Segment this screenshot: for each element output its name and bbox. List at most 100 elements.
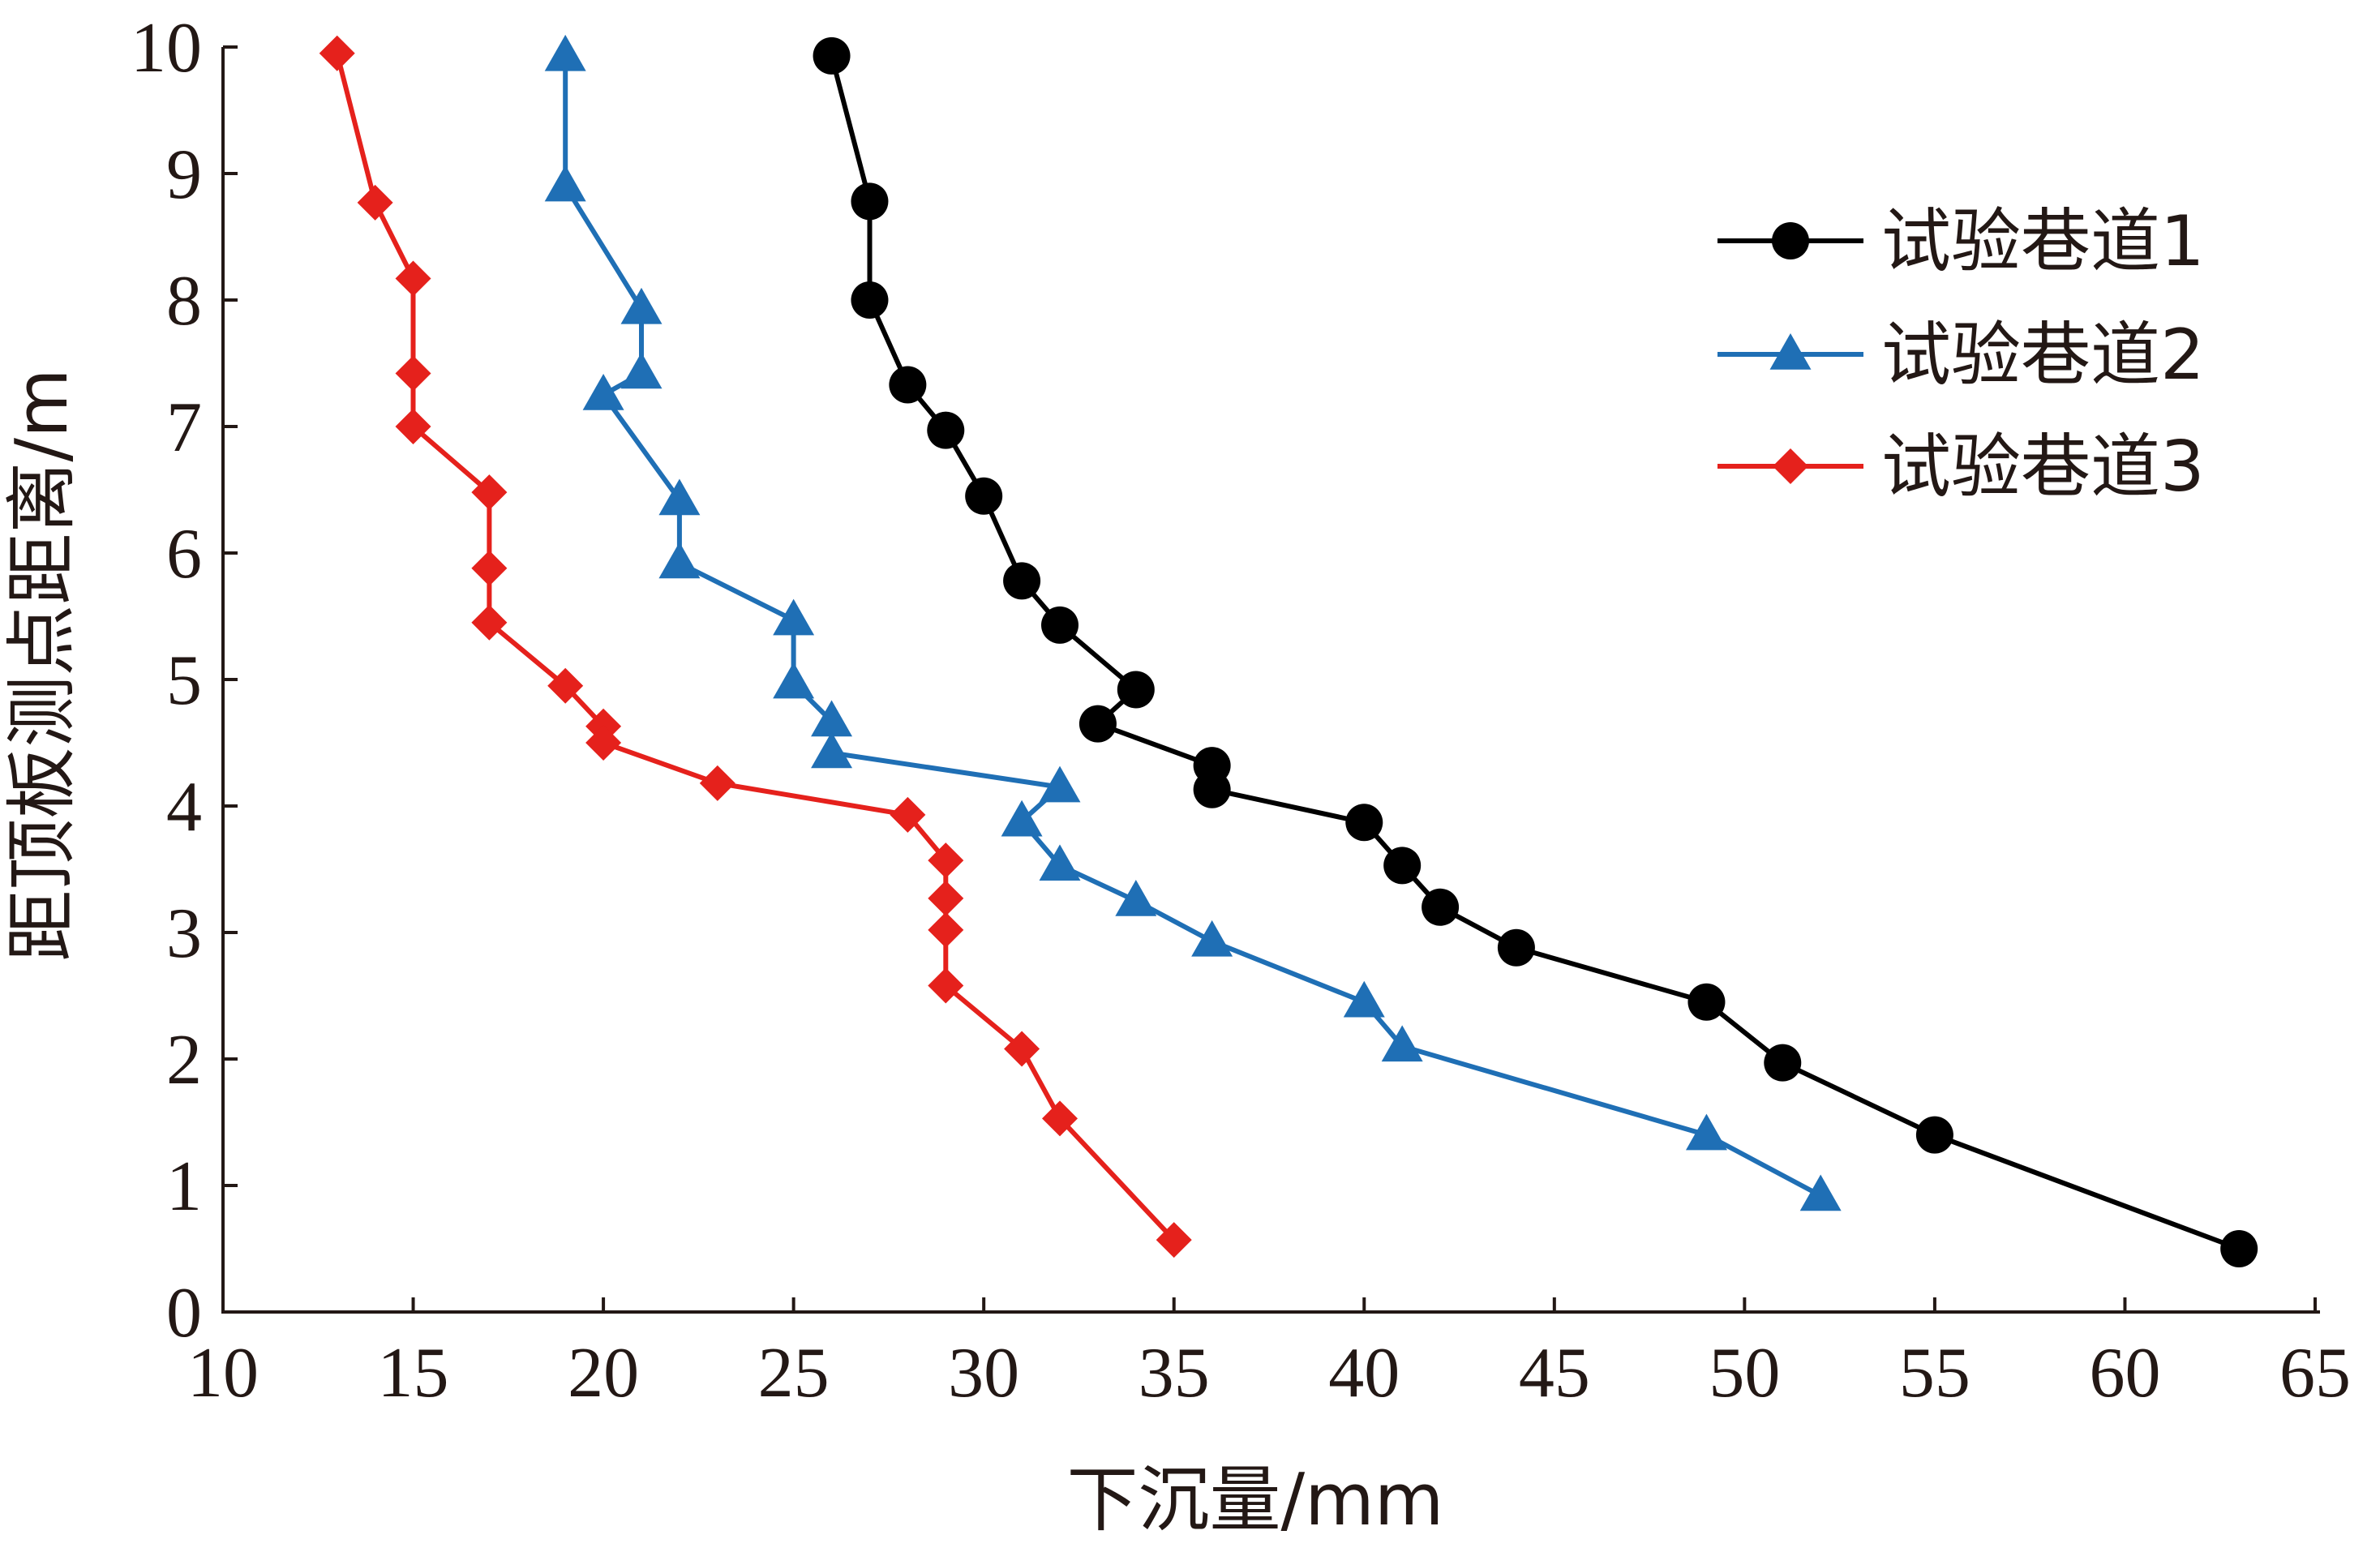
data-point (471, 550, 508, 586)
data-point (928, 880, 964, 916)
data-point (1383, 847, 1422, 885)
series-layer (319, 34, 2258, 1267)
legend-item-1: 试验巷道1 (1717, 201, 2205, 282)
data-point (1497, 928, 1535, 967)
data-point (851, 281, 889, 319)
data-point (1079, 705, 1117, 743)
x-tick-label: 35 (1139, 1334, 1210, 1413)
data-point (813, 36, 851, 75)
y-tick-label: 8 (166, 262, 202, 341)
y-tick-label: 9 (166, 135, 202, 214)
data-point (1764, 1044, 1802, 1082)
legend-label: 试验巷道1 (1881, 201, 2205, 282)
data-point (357, 184, 393, 221)
data-point (544, 34, 586, 71)
data-point (1039, 765, 1081, 803)
legend-label: 试验巷道3 (1881, 427, 2205, 508)
data-point (928, 842, 964, 879)
series-line (334, 53, 1176, 1242)
x-tick-label: 55 (1899, 1334, 1970, 1413)
data-point (1799, 1174, 1842, 1211)
data-point (1687, 983, 1726, 1021)
data-point (811, 700, 853, 737)
series-line (563, 55, 1822, 1198)
data-point (658, 478, 701, 516)
legend-item-2: 试验巷道2 (1717, 315, 2205, 396)
y-tick-label: 5 (166, 641, 202, 720)
series-2 (544, 34, 1842, 1211)
data-point (1773, 448, 1808, 484)
data-point (928, 911, 964, 948)
data-point (1001, 800, 1043, 837)
data-point (1422, 888, 1460, 926)
y-tick-label: 1 (166, 1147, 202, 1226)
data-point (620, 352, 663, 389)
data-point (811, 731, 853, 769)
data-point (1115, 880, 1157, 916)
data-point (889, 366, 927, 404)
y-tick-label: 0 (166, 1274, 202, 1353)
data-point (927, 411, 965, 449)
data-point (928, 967, 964, 1004)
series-3 (319, 35, 1192, 1258)
x-tick-label: 60 (2089, 1334, 2160, 1413)
data-point (1381, 1025, 1423, 1062)
x-tick-label: 65 (2279, 1334, 2351, 1413)
data-point (658, 542, 701, 579)
data-point (851, 182, 889, 221)
data-point (1769, 333, 1812, 370)
x-tick-label: 15 (378, 1334, 449, 1413)
data-point (1685, 1113, 1727, 1151)
x-tick-label: 50 (1709, 1334, 1780, 1413)
data-point (965, 477, 1003, 515)
data-point (471, 474, 508, 511)
data-point (1039, 844, 1081, 881)
data-point (1042, 1100, 1078, 1137)
y-tick-label: 3 (166, 894, 202, 973)
y-axis-title: 距顶板测点距离/m (0, 368, 84, 961)
data-point (395, 260, 431, 297)
data-point (319, 35, 355, 71)
data-point (547, 667, 584, 704)
data-point (582, 374, 624, 410)
data-point (620, 287, 663, 324)
legend: 试验巷道1 试验巷道2 试验巷道3 (1717, 201, 2205, 508)
data-point (1156, 1222, 1192, 1258)
data-point (1117, 671, 1155, 709)
data-point (773, 598, 815, 636)
data-point (2220, 1230, 2258, 1267)
data-point (890, 796, 926, 833)
x-tick-label: 25 (758, 1334, 830, 1413)
data-point (544, 165, 586, 202)
y-tick-label: 6 (166, 515, 202, 594)
y-tick-label: 10 (131, 9, 202, 88)
data-point (1772, 222, 1809, 259)
data-point (1915, 1116, 1953, 1154)
data-point (1193, 770, 1231, 808)
x-tick-label: 40 (1328, 1334, 1400, 1413)
data-point (395, 409, 431, 444)
data-point (773, 662, 815, 699)
x-tick-label: 20 (568, 1334, 639, 1413)
x-tick-label: 45 (1519, 1334, 1590, 1413)
x-tick-label: 30 (948, 1334, 1019, 1413)
y-tick-label: 4 (166, 768, 202, 847)
series-1 (813, 36, 2258, 1267)
x-tick-label: 10 (187, 1334, 259, 1413)
legend-label: 试验巷道2 (1881, 315, 2205, 396)
data-point (1003, 562, 1041, 600)
data-point (1345, 804, 1383, 842)
data-point (1191, 920, 1233, 957)
data-point (585, 725, 622, 761)
data-point (1004, 1031, 1040, 1067)
data-point (699, 765, 735, 801)
x-axis-title: 下沉量/mm (1066, 1458, 1443, 1541)
data-point (395, 355, 431, 392)
data-point (471, 604, 508, 641)
y-tick-label: 2 (166, 1021, 202, 1100)
data-point (1041, 606, 1079, 644)
legend-item-3: 试验巷道3 (1717, 427, 2205, 508)
